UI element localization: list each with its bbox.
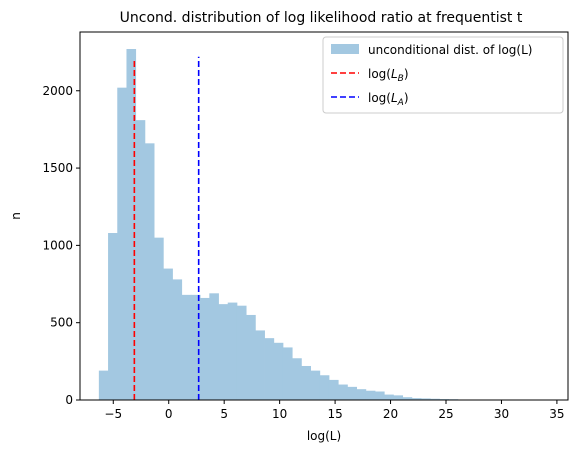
x-tick-label: 30 [494, 407, 509, 421]
histogram-bar [126, 49, 137, 401]
histogram-bar [393, 395, 404, 400]
x-tick-label: 5 [220, 407, 228, 421]
y-axis-label: n [9, 212, 23, 220]
histogram-bar [282, 347, 293, 400]
x-axis-label: log(L) [307, 429, 341, 443]
histogram-bar [144, 143, 155, 400]
y-tick-label: 0 [65, 393, 73, 407]
histogram-bar [319, 375, 330, 400]
histogram-bar [246, 314, 256, 400]
histogram-bar [190, 294, 201, 400]
histogram-bar [227, 302, 238, 400]
histogram-bar [200, 297, 210, 400]
histogram-bar [356, 389, 367, 400]
histogram-bar [347, 386, 358, 400]
histogram-bar [172, 279, 183, 400]
histogram-bar [255, 330, 265, 400]
histogram-bars [98, 49, 542, 401]
y-tick-label: 2000 [42, 84, 73, 98]
y-tick-label: 1500 [42, 161, 73, 175]
y-tick-label: 500 [50, 316, 73, 330]
histogram-bar [365, 390, 376, 400]
chart-title: Uncond. distribution of log likelihood r… [120, 10, 523, 26]
histogram-bar [421, 398, 431, 400]
legend-swatch-histogram [331, 44, 359, 54]
legend: unconditional dist. of log(L) log(LB) log(… [322, 36, 564, 114]
histogram-bar [209, 293, 219, 400]
x-tick-label: 15 [327, 407, 342, 421]
x-tick-label: −5 [104, 407, 122, 421]
plot-frame [79, 31, 569, 401]
histogram-bar [236, 305, 247, 400]
x-tick-label: 25 [438, 407, 453, 421]
x-tick-label: 0 [165, 407, 173, 421]
x-tick-label: 35 [549, 407, 564, 421]
legend-box [322, 36, 564, 114]
histogram-bar [108, 233, 118, 400]
histogram-bar [264, 338, 275, 400]
histogram-bar [98, 370, 109, 400]
histogram-bar [430, 398, 440, 400]
legend-label-histogram: unconditional dist. of log(L) [368, 43, 532, 57]
histogram-bar [402, 397, 413, 400]
x-axis-ticks: −5 0 5 10 15 20 25 30 35 [104, 400, 565, 421]
y-tick-label: 1000 [42, 238, 73, 252]
histogram-bar [154, 237, 164, 400]
histogram-bar [218, 304, 229, 400]
histogram-bar [163, 268, 173, 400]
x-tick-label: 20 [383, 407, 398, 421]
legend-label-vline: log(LB) [368, 67, 409, 84]
histogram-bar [411, 398, 422, 400]
histogram-bar [301, 365, 311, 400]
histogram-bar [338, 384, 348, 400]
histogram-bar [292, 358, 302, 400]
x-tick-label: 10 [272, 407, 287, 421]
histogram-bar [310, 370, 321, 400]
histogram-bar [117, 87, 127, 400]
histogram-bar [181, 294, 192, 400]
legend-label-vline: log(LA) [368, 91, 409, 108]
y-axis-ticks: 0 500 1000 1500 2000 [42, 84, 80, 407]
histogram-bar [375, 391, 385, 400]
histogram-bar [328, 379, 339, 400]
reference-lines [133, 56, 200, 400]
histogram-bar [384, 394, 394, 400]
histogram-bar [273, 342, 284, 400]
histogram-bar [135, 120, 146, 400]
